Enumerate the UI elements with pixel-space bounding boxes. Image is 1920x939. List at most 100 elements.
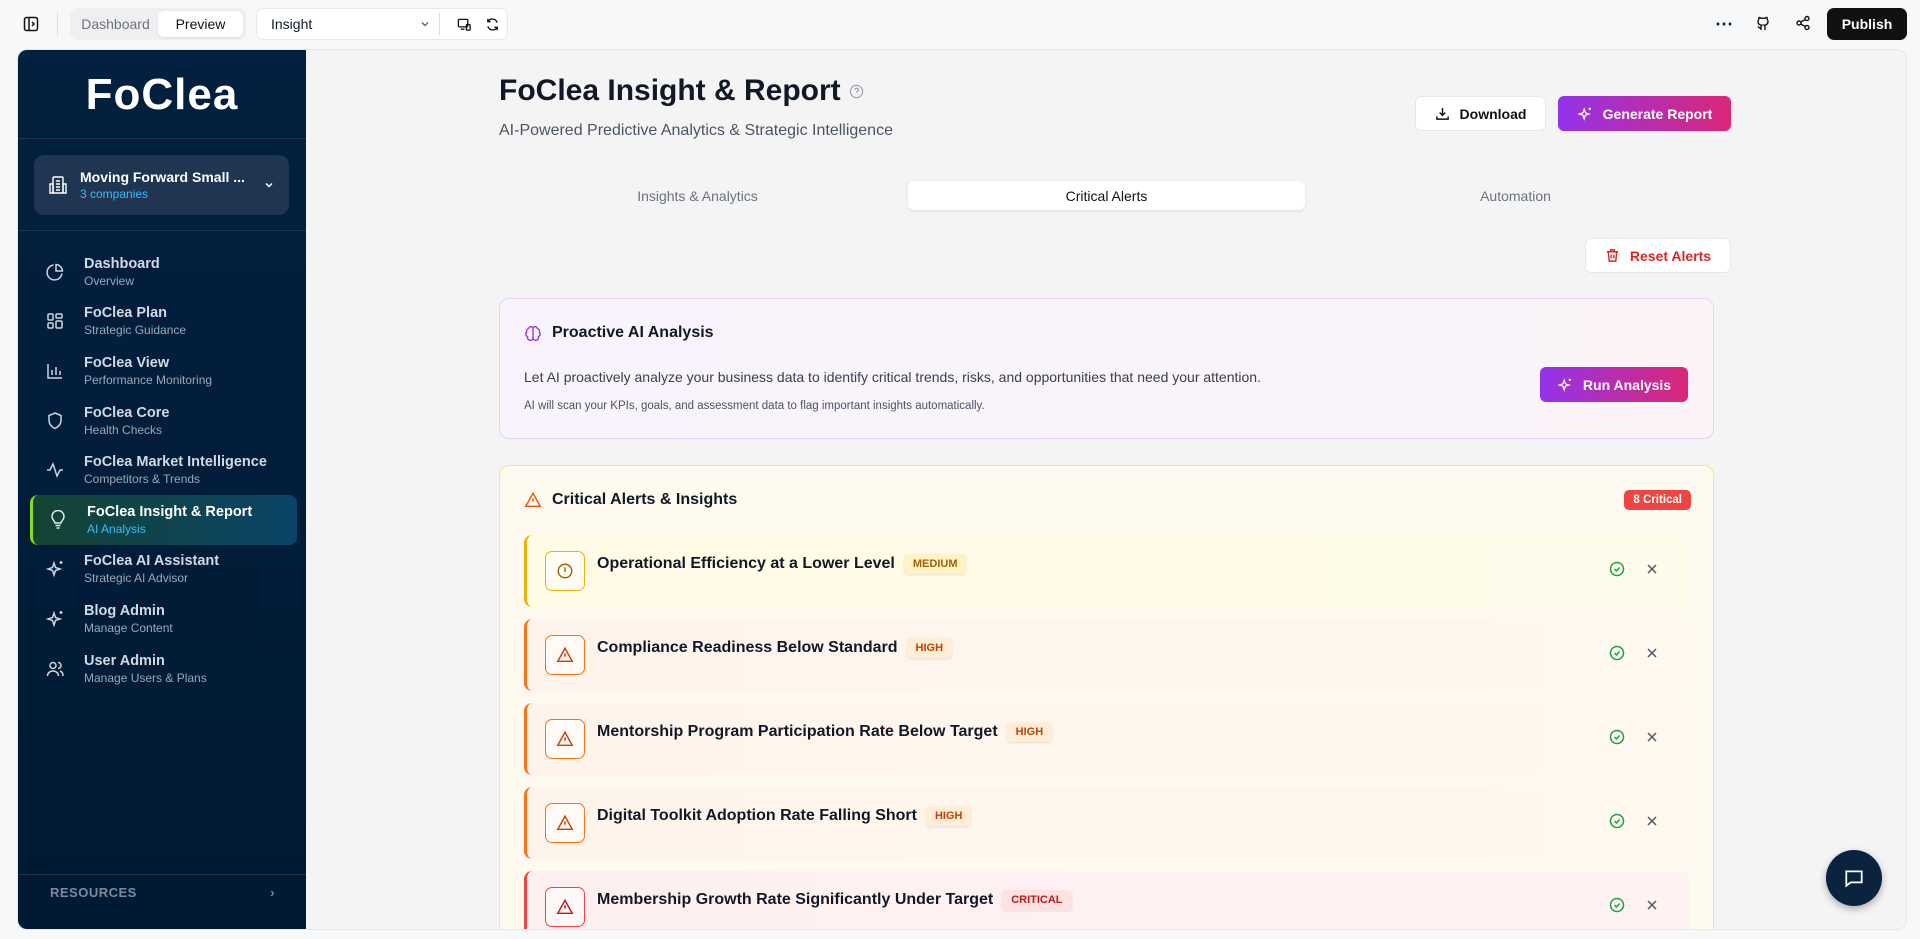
company-count: 3 companies bbox=[80, 187, 149, 201]
publish-button[interactable]: Publish bbox=[1827, 8, 1907, 40]
github-icon[interactable] bbox=[1755, 15, 1771, 31]
alert-row[interactable]: Mentorship Program Participation Rate Be… bbox=[524, 703, 1689, 775]
preview-frame: FoClea Moving Forward Small ... 3 compani… bbox=[17, 49, 1907, 930]
resolve-check-icon[interactable] bbox=[1609, 561, 1625, 577]
dismiss-x-icon[interactable] bbox=[1645, 814, 1659, 828]
company-name: Moving Forward Small ... bbox=[80, 169, 245, 185]
sidebar-item-insight[interactable]: FoClea Insight & Report AI Analysis bbox=[30, 494, 297, 545]
warning-icon bbox=[524, 491, 542, 509]
severity-badge: HIGH bbox=[925, 806, 972, 826]
grid-icon bbox=[44, 311, 66, 331]
tab-automation[interactable]: Automation bbox=[1480, 187, 1551, 204]
severity-badge: HIGH bbox=[906, 638, 953, 658]
brain-icon bbox=[524, 324, 542, 342]
sparkles-icon bbox=[1557, 377, 1573, 393]
reset-alerts-button[interactable]: Reset Alerts bbox=[1585, 238, 1731, 273]
nav-subtitle: Strategic AI Advisor bbox=[84, 571, 189, 586]
lightbulb-icon bbox=[47, 509, 69, 530]
generate-report-button[interactable]: Generate Report bbox=[1558, 96, 1731, 131]
generate-label: Generate Report bbox=[1602, 105, 1713, 122]
nav-title: FoClea View bbox=[84, 354, 170, 371]
alert-title: Operational Efficiency at a Lower Level bbox=[597, 555, 895, 572]
dismiss-x-icon[interactable] bbox=[1645, 646, 1659, 660]
nav-subtitle: Strategic Guidance bbox=[84, 323, 187, 338]
alert-row[interactable]: Compliance Readiness Below Standard HIGH bbox=[524, 619, 1689, 691]
chevron-down-icon bbox=[416, 18, 435, 30]
dismiss-x-icon[interactable] bbox=[1645, 898, 1659, 912]
nav-title: Blog Admin bbox=[84, 602, 165, 619]
tab-insights[interactable]: Insights & Analytics bbox=[637, 187, 758, 204]
nav-subtitle: Health Checks bbox=[84, 422, 163, 437]
alerts-title: Critical Alerts & Insights bbox=[552, 491, 738, 508]
sidebar-item-dashboard[interactable]: Dashboard Overview bbox=[30, 247, 297, 297]
help-icon[interactable] bbox=[849, 84, 864, 99]
sidebar-item-plan[interactable]: FoClea Plan Strategic Guidance bbox=[30, 297, 297, 347]
proactive-note: AI will scan your KPIs, goals, and asses… bbox=[524, 400, 985, 412]
alert-row[interactable]: Membership Growth Rate Significantly Und… bbox=[524, 871, 1689, 929]
alert-row[interactable]: Digital Toolkit Adoption Rate Falling Sh… bbox=[524, 787, 1689, 859]
page-title: FoClea Insight & Report bbox=[499, 74, 864, 108]
alert-title: Compliance Readiness Below Standard bbox=[597, 639, 898, 656]
mode-preview[interactable]: Preview bbox=[158, 11, 243, 37]
download-label: Download bbox=[1459, 105, 1527, 122]
shield-icon bbox=[44, 411, 66, 431]
tab-critical-alerts[interactable]: Critical Alerts bbox=[908, 181, 1305, 210]
nav-subtitle: Performance Monitoring bbox=[84, 372, 213, 387]
pie-chart-icon bbox=[44, 262, 66, 282]
sidebar-item-market[interactable]: FoClea Market Intelligence Competitors & … bbox=[30, 445, 297, 495]
nav-subtitle: Overview bbox=[84, 273, 135, 288]
chevron-right-icon: › bbox=[270, 885, 275, 900]
sparkles-icon bbox=[44, 609, 66, 629]
warning-icon bbox=[545, 803, 585, 843]
alert-title: Digital Toolkit Adoption Rate Falling Sh… bbox=[597, 807, 917, 824]
nav-subtitle: Manage Users & Plans bbox=[84, 670, 207, 685]
sidebar-item-user-admin[interactable]: User Admin Manage Users & Plans bbox=[30, 644, 297, 694]
page-select[interactable]: Insight bbox=[256, 8, 508, 40]
severity-badge: MEDIUM bbox=[903, 554, 967, 574]
bar-chart-icon bbox=[44, 361, 66, 381]
resources-toggle[interactable]: RESOURCES › bbox=[50, 885, 275, 900]
users-icon bbox=[44, 659, 66, 679]
refresh-icon[interactable] bbox=[478, 17, 507, 32]
nav-title: FoClea Insight & Report bbox=[87, 503, 253, 520]
resolve-check-icon[interactable] bbox=[1609, 729, 1625, 745]
nav-title: FoClea Market Intelligence bbox=[84, 454, 267, 471]
nav-title: FoClea AI Assistant bbox=[84, 553, 220, 570]
page-title-text: FoClea Insight & Report bbox=[499, 74, 841, 107]
alert-title: Membership Growth Rate Significantly Und… bbox=[597, 891, 994, 908]
proactive-analysis-card: Proactive AI Analysis Let AI proactively… bbox=[499, 298, 1714, 439]
proactive-title: Proactive AI Analysis bbox=[552, 324, 714, 341]
sidebar-toggle-icon[interactable] bbox=[23, 16, 39, 32]
message-icon bbox=[1843, 867, 1865, 889]
building-icon bbox=[48, 175, 68, 195]
nav-title: FoClea Plan bbox=[84, 305, 167, 322]
company-selector[interactable]: Moving Forward Small ... 3 companies bbox=[34, 155, 289, 215]
mode-dashboard[interactable]: Dashboard bbox=[81, 16, 150, 32]
severity-badge: CRITICAL bbox=[1002, 890, 1072, 910]
sparkles-icon bbox=[1577, 106, 1593, 122]
warning-icon bbox=[545, 719, 585, 759]
activity-icon bbox=[44, 460, 66, 480]
download-button[interactable]: Download bbox=[1415, 96, 1546, 131]
sidebar-nav: Dashboard Overview FoClea Plan Strategic G… bbox=[30, 247, 297, 693]
chat-button[interactable] bbox=[1826, 850, 1882, 906]
logo: FoClea bbox=[85, 70, 239, 119]
nav-subtitle: AI Analysis bbox=[87, 521, 146, 536]
sidebar: FoClea Moving Forward Small ... 3 compani… bbox=[18, 50, 306, 929]
more-icon[interactable]: ⋯ bbox=[1715, 14, 1733, 34]
nav-title: FoClea Core bbox=[84, 404, 170, 421]
alert-row[interactable]: Operational Efficiency at a Lower Level … bbox=[524, 535, 1689, 607]
sidebar-item-core[interactable]: FoClea Core Health Checks bbox=[30, 396, 297, 446]
sidebar-item-blog-admin[interactable]: Blog Admin Manage Content bbox=[30, 594, 297, 644]
sidebar-item-assistant[interactable]: FoClea AI Assistant Strategic AI Advisor bbox=[30, 545, 297, 595]
resolve-check-icon[interactable] bbox=[1609, 645, 1625, 661]
share-icon[interactable] bbox=[1795, 15, 1811, 31]
nav-title: Dashboard bbox=[84, 255, 160, 272]
devices-icon[interactable] bbox=[450, 17, 479, 32]
resolve-check-icon[interactable] bbox=[1609, 813, 1625, 829]
dismiss-x-icon[interactable] bbox=[1645, 730, 1659, 744]
dismiss-x-icon[interactable] bbox=[1645, 562, 1659, 576]
sidebar-item-view[interactable]: FoClea View Performance Monitoring bbox=[30, 346, 297, 396]
run-analysis-button[interactable]: Run Analysis bbox=[1540, 367, 1688, 402]
resolve-check-icon[interactable] bbox=[1609, 897, 1625, 913]
